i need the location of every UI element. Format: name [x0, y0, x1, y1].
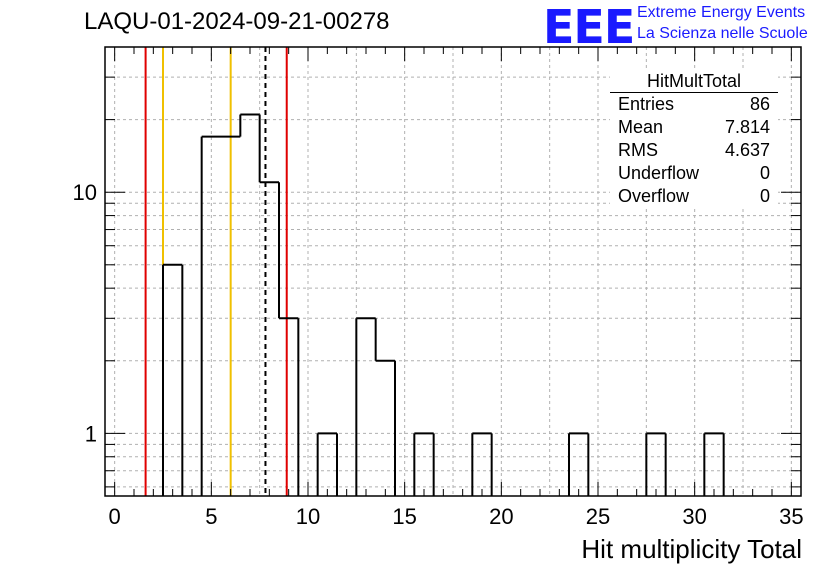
logo-subtitle-2: La Scienza nelle Scuole: [637, 25, 808, 42]
stats-label: Underflow: [618, 163, 700, 183]
stats-row-entries: Entries 86: [610, 93, 778, 116]
histogram-bin: [163, 265, 182, 496]
tick-labels: 0 5 10 15 20 25 30 35 1 10: [73, 180, 804, 529]
stats-value: 7.814: [724, 117, 770, 137]
histogram-bin: [202, 137, 221, 496]
histogram-bin: [376, 361, 395, 496]
logo-subtitle-1: Extreme Energy Events: [637, 4, 806, 21]
histogram-outline: [162, 113, 725, 496]
x-tick-label: 0: [109, 504, 121, 529]
stats-row-mean: Mean 7.814: [610, 116, 778, 139]
stats-row-underflow: Underflow 0: [610, 162, 778, 185]
stats-box: HitMultTotal Entries 86 Mean 7.814 RMS 4…: [610, 70, 778, 208]
y-tick-label: 1: [85, 421, 97, 446]
histogram-bin: [646, 433, 665, 496]
histogram-bin: [240, 114, 259, 496]
plot-frame: [104, 46, 802, 497]
stats-label: Overflow: [618, 186, 690, 206]
axis-ticks: [105, 47, 801, 496]
stats-row-overflow: Overflow 0: [610, 185, 778, 208]
x-axis-label: Hit multiplicity Total: [581, 534, 802, 564]
y-tick-label: 10: [73, 180, 97, 205]
chart-title: LAQU-01-2024-09-21-00278: [84, 8, 390, 35]
reference-lines: [144, 47, 288, 496]
histogram-bars: [162, 113, 725, 496]
x-tick-label: 15: [392, 504, 416, 529]
stats-label: RMS: [618, 140, 658, 160]
stats-label: Mean: [618, 117, 664, 137]
eee-logo: EEE: [543, 0, 635, 54]
histogram-bin: [472, 433, 491, 496]
stats-title: HitMultTotal: [610, 70, 778, 93]
histogram-bin: [279, 318, 298, 496]
histogram-bin: [356, 318, 375, 496]
stats-label: Entries: [618, 94, 675, 114]
x-tick-label: 10: [296, 504, 320, 529]
x-tick-label: 5: [205, 504, 217, 529]
x-tick-label: 20: [489, 504, 513, 529]
x-tick-label: 30: [682, 504, 706, 529]
stats-row-rms: RMS 4.637: [610, 139, 778, 162]
x-tick-label: 25: [586, 504, 610, 529]
stats-value: 0: [759, 163, 770, 183]
x-tick-label: 35: [779, 504, 803, 529]
stats-value: 0: [759, 186, 770, 206]
stats-value: 4.637: [724, 140, 770, 160]
stats-value: 86: [749, 94, 770, 114]
